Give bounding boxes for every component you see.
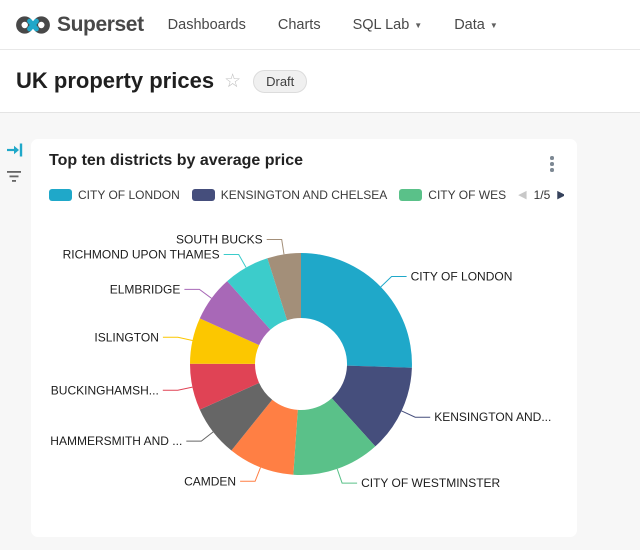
nav-item-label: SQL Lab xyxy=(352,16,410,33)
slice-label: ISLINGTON xyxy=(94,330,158,344)
caret-down-icon: ▼ xyxy=(489,21,498,30)
collapsed-filter-bar xyxy=(0,113,28,183)
legend-item-city-of-london[interactable]: CITY OF LONDON xyxy=(49,188,180,202)
dashboard-grid: Top ten districts by average price CITY … xyxy=(0,113,640,550)
brand-name: Superset xyxy=(57,12,144,36)
slice-label: HAMMERSMITH AND ... xyxy=(50,434,182,448)
legend-pager: ◀ 1/5 ▶ xyxy=(518,188,564,202)
filter-icon[interactable] xyxy=(6,170,22,183)
legend-prev-icon[interactable]: ◀ xyxy=(518,188,527,201)
kebab-menu-icon[interactable] xyxy=(545,154,559,174)
page-title: UK property prices xyxy=(16,68,215,93)
slice-label: KENSINGTON AND... xyxy=(434,410,551,424)
pie-slice-south-bucks[interactable] xyxy=(267,253,301,321)
pie-slice-buckinghamsh[interactable] xyxy=(189,363,260,410)
slice-label-line xyxy=(162,336,193,341)
slice-label: RICHMOND UPON THAMES xyxy=(63,248,220,262)
caret-down-icon: ▼ xyxy=(414,21,423,30)
pie-slice-islington[interactable] xyxy=(190,318,260,364)
legend-item-kensington-and-chelsea[interactable]: KENSINGTON AND CHELSEA xyxy=(191,188,388,202)
nav-item-label: Charts xyxy=(277,16,321,33)
pie-slice-camden[interactable] xyxy=(231,399,298,475)
slice-label-line xyxy=(401,410,431,418)
chart-legend: CITY OF LONDON KENSINGTON AND CHELSEA CITY… xyxy=(49,186,564,204)
draft-badge: Draft xyxy=(253,69,308,93)
slice-label-line xyxy=(223,254,247,268)
legend-swatch xyxy=(49,189,72,201)
pie-slice-elmbridge[interactable] xyxy=(199,281,271,346)
pie-slice-hammersmith-and[interactable] xyxy=(199,382,273,451)
slice-label: CITY OF WESTMINSTER xyxy=(361,476,500,490)
nav-item-label: Data xyxy=(454,16,485,33)
nav-item-dashboards[interactable]: Dashboards xyxy=(168,17,246,33)
legend-page-indicator: 1/5 xyxy=(533,188,551,202)
pie-slice-richmond-upon-thames[interactable] xyxy=(227,258,288,330)
slice-label: BUCKINGHAMSH... xyxy=(51,383,159,397)
legend-next-icon[interactable]: ▶ xyxy=(557,188,564,201)
favorite-star-icon[interactable]: ☆ xyxy=(224,70,242,92)
nav-item-sql-lab[interactable]: SQL Lab ▼ xyxy=(353,17,423,33)
chart-card: Top ten districts by average price CITY … xyxy=(30,138,578,538)
slice-label-line xyxy=(186,431,214,442)
nav-item-label: Dashboards xyxy=(167,16,246,33)
slice-label-line xyxy=(184,288,212,299)
chart-title: Top ten districts by average price xyxy=(49,152,304,169)
slice-label-line xyxy=(336,468,358,484)
pie-slice-city-of-westminster[interactable] xyxy=(293,398,376,475)
slice-label-line xyxy=(380,276,407,288)
pie-slice-city-of-london[interactable] xyxy=(301,253,412,368)
pie-slice-kensington-and-chelsea[interactable] xyxy=(331,365,412,447)
legend-item-city-of-wes[interactable]: CITY OF WES xyxy=(399,188,506,202)
app-header: Superset Dashboards Charts SQL Lab ▼ Data ▼ xyxy=(0,0,640,50)
slice-label-line xyxy=(240,467,261,482)
expand-filter-bar-icon[interactable] xyxy=(6,143,23,157)
dashboard-title-bar: UK property prices ☆ Draft xyxy=(0,50,640,113)
legend-swatch xyxy=(191,189,215,201)
slice-label: ELMBRIDGE xyxy=(110,282,181,296)
donut-chart[interactable]: CITY OF LONDON KENSINGTON AND... CITY OF W… xyxy=(31,205,579,539)
slice-label: CITY OF LONDON xyxy=(411,270,513,284)
legend-label: CITY OF LONDON xyxy=(78,188,180,202)
infinity-logo-icon xyxy=(16,15,50,34)
superset-logo[interactable]: Superset xyxy=(16,13,144,37)
legend-label: CITY OF WES xyxy=(428,188,507,202)
slice-label-line xyxy=(162,386,193,391)
nav-item-charts[interactable]: Charts xyxy=(278,17,321,33)
slice-label: CAMDEN xyxy=(184,474,236,488)
nav-item-data[interactable]: Data ▼ xyxy=(454,17,498,33)
legend-swatch xyxy=(399,189,423,201)
slice-label: SOUTH BUCKS xyxy=(176,233,263,247)
legend-label: KENSINGTON AND CHELSEA xyxy=(220,188,388,202)
main-nav: Dashboards Charts SQL Lab ▼ Data ▼ xyxy=(168,17,498,33)
slice-label-line xyxy=(266,239,285,255)
